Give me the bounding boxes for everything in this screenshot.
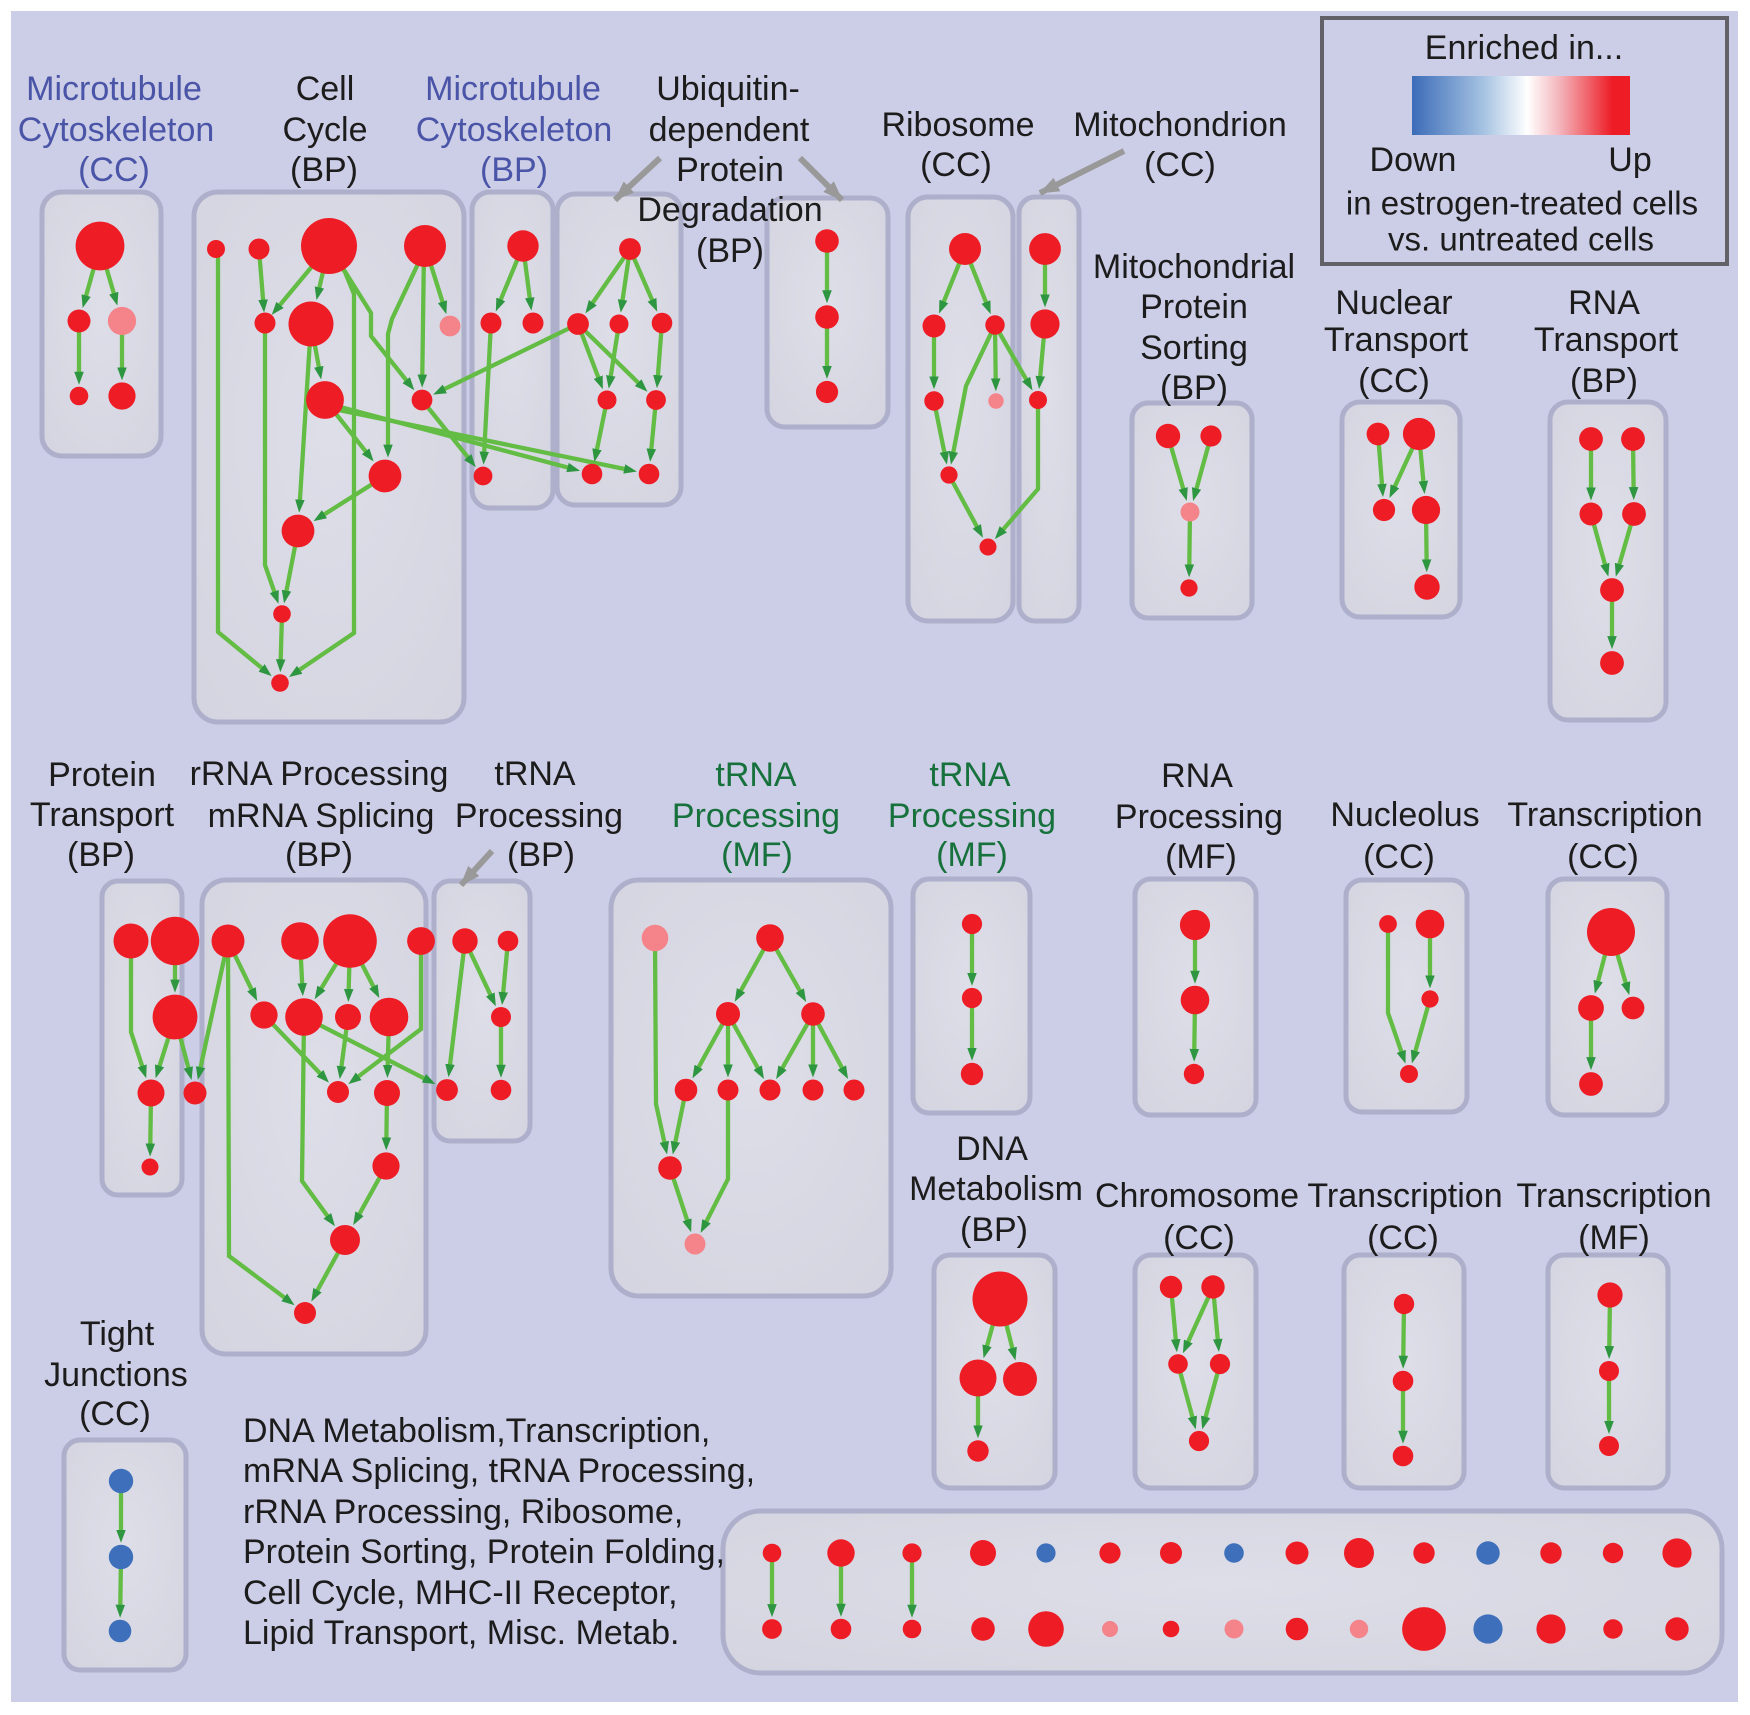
svg-text:(CC): (CC) <box>920 146 992 184</box>
svg-text:Tight: Tight <box>80 1315 155 1353</box>
svg-text:(MF): (MF) <box>1165 838 1237 876</box>
svg-text:DNA Metabolism,Transcription,: DNA Metabolism,Transcription, <box>243 1412 710 1450</box>
svg-text:Enriched in...: Enriched in... <box>1425 29 1623 67</box>
svg-text:(BP): (BP) <box>480 151 548 189</box>
svg-text:Microtubule: Microtubule <box>26 70 202 108</box>
svg-text:(MF): (MF) <box>1578 1219 1650 1257</box>
svg-text:(BP): (BP) <box>960 1211 1028 1249</box>
svg-text:(BP): (BP) <box>285 836 353 874</box>
svg-text:(BP): (BP) <box>290 151 358 189</box>
svg-text:Cell: Cell <box>296 70 355 108</box>
svg-text:Transport: Transport <box>1534 321 1679 359</box>
svg-text:Chromosome: Chromosome <box>1095 1177 1299 1215</box>
svg-text:(CC): (CC) <box>1367 1219 1439 1257</box>
svg-text:Protein: Protein <box>676 151 784 189</box>
svg-text:(BP): (BP) <box>507 836 575 874</box>
svg-text:vs. untreated cells: vs. untreated cells <box>1388 221 1654 258</box>
svg-text:(MF): (MF) <box>936 836 1008 874</box>
svg-text:Lipid Transport, Misc. Metab.: Lipid Transport, Misc. Metab. <box>243 1614 680 1652</box>
svg-text:Processing: Processing <box>455 797 623 835</box>
svg-text:Ribosome: Ribosome <box>881 106 1034 144</box>
svg-text:Transcription: Transcription <box>1307 1177 1502 1215</box>
svg-text:Junctions: Junctions <box>44 1356 188 1394</box>
svg-text:Processing: Processing <box>888 797 1056 835</box>
svg-text:Protein Sorting, Protein Foldi: Protein Sorting, Protein Folding, <box>243 1533 725 1571</box>
svg-text:(BP): (BP) <box>67 836 135 874</box>
svg-text:(CC): (CC) <box>1163 1219 1235 1257</box>
svg-text:(CC): (CC) <box>1358 362 1430 400</box>
svg-text:Transport: Transport <box>1324 321 1469 359</box>
svg-text:Mitochondrial: Mitochondrial <box>1093 248 1295 286</box>
svg-text:Cytoskeleton: Cytoskeleton <box>416 111 613 149</box>
svg-text:dependent: dependent <box>649 111 810 149</box>
svg-text:Cycle: Cycle <box>282 111 367 149</box>
svg-text:Metabolism: Metabolism <box>909 1170 1083 1208</box>
svg-text:Down: Down <box>1370 141 1457 179</box>
svg-text:(BP): (BP) <box>1160 369 1228 407</box>
svg-text:Nucleolus: Nucleolus <box>1330 796 1479 834</box>
svg-text:(MF): (MF) <box>721 836 793 874</box>
svg-text:tRNA: tRNA <box>494 755 576 793</box>
svg-text:RNA: RNA <box>1568 284 1640 322</box>
svg-text:(CC): (CC) <box>1567 838 1639 876</box>
svg-text:Nuclear: Nuclear <box>1335 284 1452 322</box>
svg-text:Processing: Processing <box>672 797 840 835</box>
svg-text:DNA: DNA <box>956 1130 1028 1168</box>
svg-text:rRNA Processing, Ribosome,: rRNA Processing, Ribosome, <box>243 1493 683 1531</box>
svg-text:(CC): (CC) <box>79 1395 151 1433</box>
svg-text:Transcription: Transcription <box>1507 796 1702 834</box>
svg-text:mRNA Splicing, tRNA Processing: mRNA Splicing, tRNA Processing, <box>243 1452 755 1490</box>
svg-text:in estrogen-treated cells: in estrogen-treated cells <box>1346 185 1698 222</box>
svg-text:Cell Cycle, MHC-II Receptor,: Cell Cycle, MHC-II Receptor, <box>243 1574 678 1612</box>
svg-text:Cytoskeleton: Cytoskeleton <box>18 111 215 149</box>
svg-text:Ubiquitin-: Ubiquitin- <box>656 70 800 108</box>
svg-text:mRNA Splicing: mRNA Splicing <box>208 797 435 835</box>
svg-text:tRNA: tRNA <box>929 756 1011 794</box>
svg-text:(CC): (CC) <box>78 151 150 189</box>
svg-text:RNA: RNA <box>1161 757 1233 795</box>
svg-text:(BP): (BP) <box>1570 362 1638 400</box>
svg-text:Transport: Transport <box>30 796 175 834</box>
svg-text:Protein: Protein <box>48 756 156 794</box>
svg-text:Sorting: Sorting <box>1140 329 1248 367</box>
svg-text:Processing: Processing <box>1115 798 1283 836</box>
svg-text:(CC): (CC) <box>1144 146 1216 184</box>
svg-text:Mitochondrion: Mitochondrion <box>1073 106 1287 144</box>
svg-text:(BP): (BP) <box>696 232 764 270</box>
svg-text:Transcription: Transcription <box>1516 1177 1711 1215</box>
svg-text:(CC): (CC) <box>1363 838 1435 876</box>
svg-text:Up: Up <box>1608 141 1651 179</box>
svg-text:rRNA Processing: rRNA Processing <box>190 755 449 793</box>
svg-text:Protein: Protein <box>1140 288 1248 326</box>
svg-text:tRNA: tRNA <box>715 756 797 794</box>
svg-text:Degradation: Degradation <box>637 191 822 229</box>
svg-text:Microtubule: Microtubule <box>425 70 601 108</box>
